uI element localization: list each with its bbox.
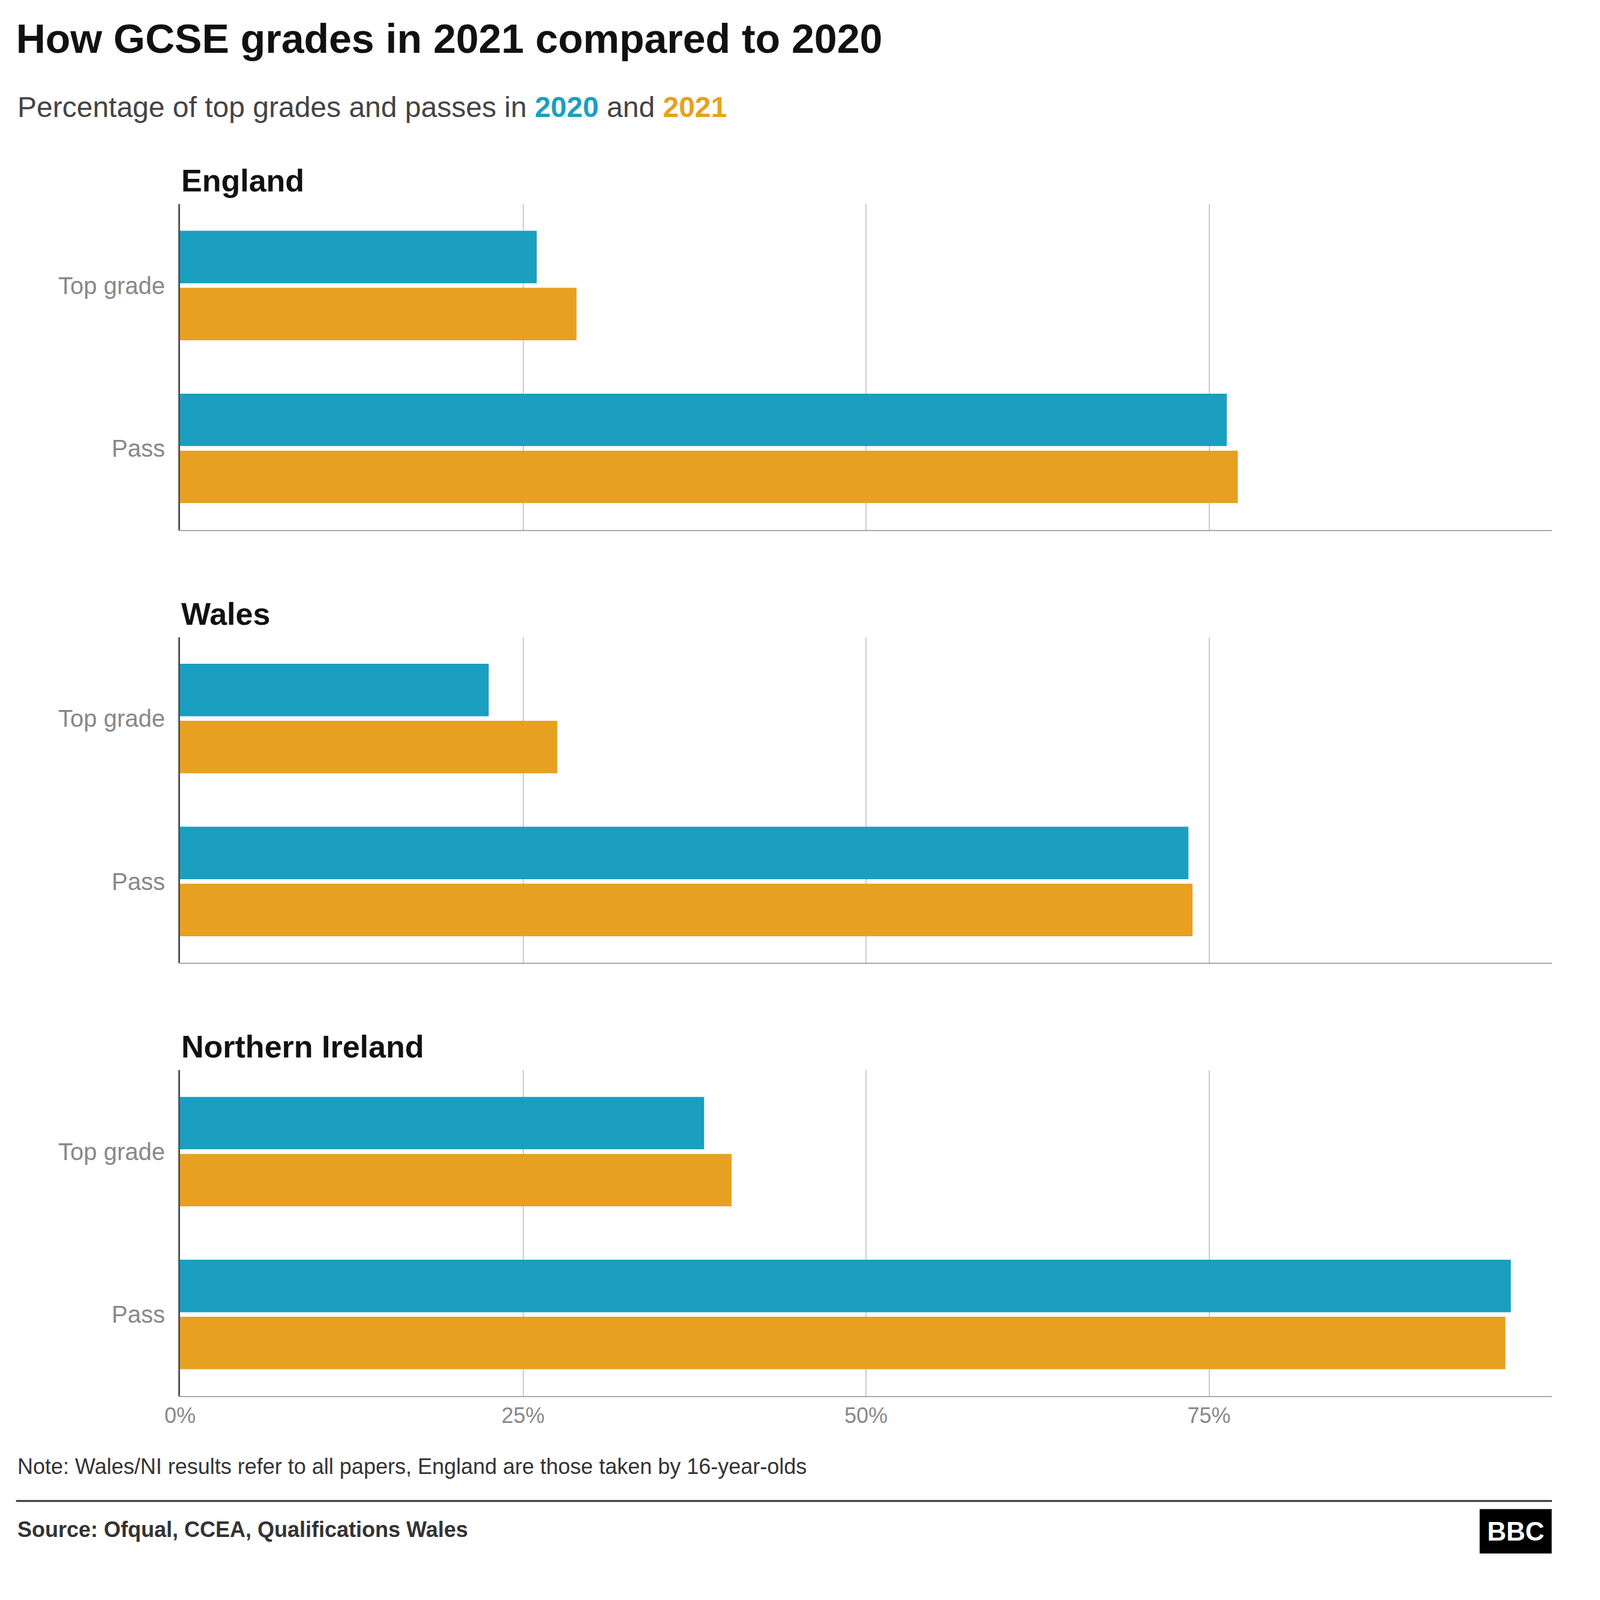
svg-text:Source: Ofqual, CCEA, Qualific: Source: Ofqual, CCEA, Qualifications Wal…	[17, 1517, 469, 1542]
svg-text:75%: 75%	[1187, 1403, 1231, 1428]
svg-text:Northern Ireland: Northern Ireland	[181, 1029, 425, 1065]
svg-text:Top grade: Top grade	[58, 272, 166, 299]
svg-text:England: England	[181, 163, 305, 199]
svg-text:Pass: Pass	[111, 435, 166, 462]
svg-text:0%: 0%	[164, 1403, 196, 1428]
svg-text:25%: 25%	[501, 1403, 545, 1428]
svg-text:Percentage of top grades and p: Percentage of top grades and passes in 2…	[17, 91, 727, 124]
svg-text:Top grade: Top grade	[58, 705, 166, 732]
svg-text:Pass: Pass	[111, 1301, 166, 1328]
svg-text:50%: 50%	[844, 1403, 888, 1428]
svg-text:Wales: Wales	[181, 596, 271, 632]
svg-text:Pass: Pass	[111, 868, 166, 895]
svg-text:Note: Wales/NI results refer t: Note: Wales/NI results refer to all pape…	[17, 1454, 807, 1479]
svg-text:How GCSE grades in 2021 compar: How GCSE grades in 2021 compared to 2020	[16, 15, 883, 62]
svg-text:Top grade: Top grade	[58, 1138, 166, 1165]
svg-text:BBC: BBC	[1487, 1516, 1545, 1546]
